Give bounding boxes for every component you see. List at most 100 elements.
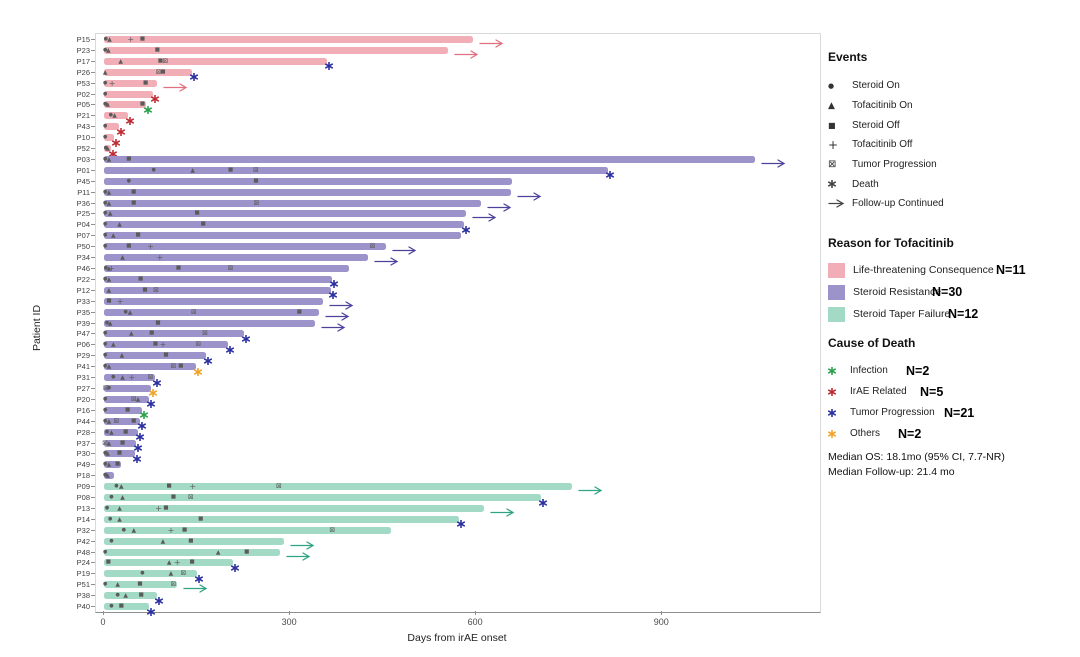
death-asterisk-icon	[133, 454, 142, 464]
death-asterisk-icon	[116, 127, 125, 137]
patient-bar	[104, 177, 513, 185]
y-tick	[91, 366, 95, 368]
y-tick	[91, 398, 95, 400]
event-marker-ton: ▲	[168, 570, 174, 578]
death-marker-tumor	[325, 57, 334, 75]
event-marker-on: ●	[103, 145, 109, 152]
event-marker-off: ■	[139, 101, 146, 108]
event-marker-on: ●	[108, 515, 113, 522]
y-tick	[91, 442, 95, 444]
event-marker-ton: ▲	[215, 548, 221, 556]
legend-death-label: IrAE Related	[850, 386, 907, 397]
patient-id-label: P42	[76, 536, 90, 546]
event-marker-off: ■	[106, 297, 112, 304]
event-marker-off: ■	[118, 603, 124, 610]
legend-event-item: Death	[828, 174, 1074, 194]
event-marker-tp: ⊠	[113, 416, 120, 425]
patient-bar	[104, 395, 149, 403]
death-marker-tumor	[461, 221, 470, 239]
followup-arrow	[329, 297, 359, 315]
event-marker-toff: +	[189, 482, 197, 492]
plot-panel: P15 ● ▲ + ■ P23 ● ▲ ■ P17 ▲ ■ ⊠ P26 ▲ ⊠ ■ P53 ● + ■ P02 ● P05 ● ▲…	[77, 33, 821, 616]
square-icon: ■	[828, 120, 836, 130]
followup-arrow	[163, 79, 193, 97]
event-marker-off: ■	[198, 515, 204, 522]
event-marker-toff: +	[128, 373, 136, 383]
event-marker-ton: ▲	[107, 36, 112, 43]
event-marker-off: ■	[188, 537, 194, 544]
event-marker-off: ■	[296, 308, 302, 315]
followup-arrow-icon	[828, 199, 845, 209]
patient-id-label: P21	[76, 111, 90, 121]
event-marker-on: ●	[103, 548, 108, 555]
followup-arrow	[761, 155, 791, 173]
patient-bar	[104, 603, 149, 611]
patient-id-label: P18	[76, 471, 90, 481]
event-marker-tp: ⊠	[195, 340, 202, 349]
event-marker-ton: ▲	[127, 308, 133, 316]
event-marker-off: ■	[182, 526, 188, 533]
event-marker-on: ●	[103, 417, 108, 424]
event-marker-on: ●	[123, 308, 128, 315]
y-tick	[91, 93, 95, 95]
event-marker-on: ●	[103, 36, 109, 42]
patient-id-label: P17	[76, 56, 90, 66]
patient-bar	[104, 406, 143, 414]
legend-death-item: Infection N=2	[828, 360, 1078, 381]
event-marker-on: ●	[103, 155, 108, 162]
event-marker-toff: +	[173, 558, 181, 568]
y-tick	[91, 311, 95, 313]
y-tick	[91, 573, 95, 575]
event-marker-off: ■	[137, 581, 143, 588]
death-cause-icon	[828, 429, 850, 438]
death-count-badge: N=21	[944, 405, 975, 420]
death-marker-tumor	[606, 166, 615, 184]
event-marker-on: ●	[103, 352, 108, 359]
event-marker-off: ■	[131, 417, 137, 424]
y-axis-title: Patient ID	[31, 304, 44, 352]
event-marker-ton: ▲	[106, 417, 112, 425]
y-tick	[91, 191, 95, 193]
y-tick	[91, 278, 95, 280]
y-tick	[91, 104, 95, 106]
followup-arrow-icon	[392, 246, 417, 255]
y-tick	[91, 377, 95, 379]
patient-bar	[104, 330, 244, 338]
event-marker-off: ■	[166, 483, 172, 490]
patient-bar	[104, 548, 280, 556]
death-asterisk-icon	[828, 429, 836, 438]
death-marker-others	[193, 363, 202, 381]
event-marker-on: ●	[121, 526, 127, 533]
y-tick	[91, 562, 95, 564]
color-swatch	[828, 306, 845, 322]
death-asterisk-icon	[146, 399, 155, 409]
patient-id-label: P23	[76, 45, 90, 55]
event-marker-ton: ▲	[105, 472, 111, 480]
followup-arrow-icon	[321, 322, 346, 332]
event-marker-off: ■	[175, 265, 182, 272]
y-tick	[91, 464, 95, 466]
legend-event-label: Tofacitinib On	[852, 100, 913, 112]
legend-events-title: Events	[828, 50, 868, 64]
death-asterisk-icon	[606, 170, 615, 180]
followup-arrow	[472, 209, 502, 227]
legend-death-title: Cause of Death	[828, 336, 916, 350]
followup-arrow-icon	[578, 486, 603, 495]
patient-id-label: P11	[77, 187, 90, 197]
legend-event-label: Steroid On	[852, 80, 900, 92]
event-marker-toff: +	[108, 78, 116, 88]
patient-bar	[104, 166, 609, 174]
event-marker-off: ■	[142, 286, 148, 293]
event-marker-ton: ▲	[117, 504, 122, 512]
group-count-badge: N=12	[948, 307, 979, 321]
event-marker-on: ●	[103, 472, 108, 479]
death-cause-icon	[828, 366, 850, 375]
followup-arrow	[479, 35, 509, 53]
y-tick	[91, 551, 95, 553]
patient-bar	[104, 275, 333, 283]
followup-arrow-icon	[490, 508, 515, 517]
event-marker-ton: ▲	[131, 526, 137, 534]
event-marker-tp: ⊠	[170, 580, 177, 589]
followup-arrow-icon	[486, 202, 511, 212]
